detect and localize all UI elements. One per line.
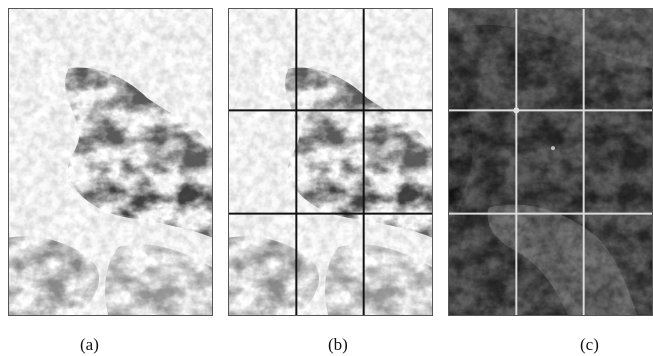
gridded-satellite-image — [229, 9, 432, 315]
satellite-image-panel-c — [448, 8, 653, 316]
grid-overlay — [449, 9, 652, 315]
satellite-image-panel-a — [8, 8, 213, 316]
satellite-image-panel-b — [228, 8, 433, 316]
grid-overlay — [229, 9, 432, 315]
caption-c: (c) — [580, 335, 599, 354]
satellite-image — [9, 9, 212, 315]
bright-speckle — [550, 146, 555, 151]
inverted-gridded-satellite-image — [449, 9, 652, 315]
caption-b: (b) — [328, 335, 348, 354]
caption-a: (a) — [80, 335, 99, 354]
